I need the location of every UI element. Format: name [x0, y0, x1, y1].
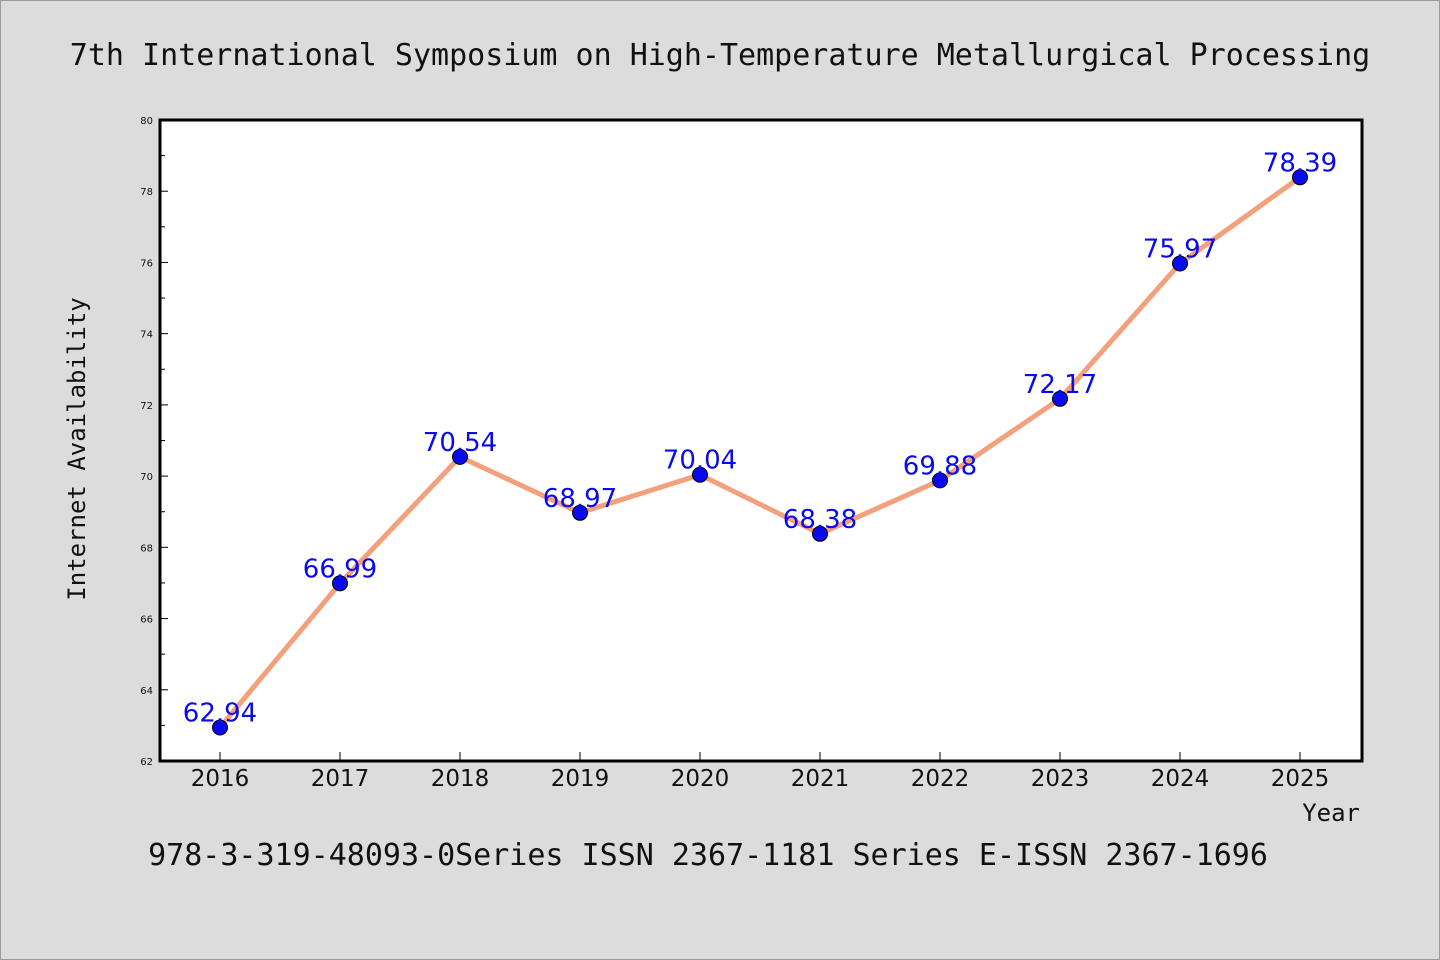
y-tick-label: 66 [140, 615, 153, 626]
data-point-2019 [572, 504, 588, 521]
x-tick-label: 2017 [311, 766, 370, 792]
data-point-2025 [1292, 169, 1308, 186]
data-label-2023: 72.17 [1023, 370, 1097, 400]
x-tick-label: 2022 [911, 766, 970, 792]
data-point-2022 [932, 472, 948, 489]
x-tick-label: 2019 [551, 766, 610, 792]
data-label-2022: 69.88 [903, 451, 977, 481]
data-label-2017: 66.99 [303, 554, 377, 584]
x-tick-label: 2024 [1151, 766, 1210, 792]
data-point-2024 [1172, 255, 1188, 272]
x-tick-label: 2016 [191, 766, 250, 792]
data-point-2023 [1052, 390, 1068, 407]
data-point-2018 [452, 448, 468, 465]
data-label-2024: 75.97 [1143, 235, 1217, 265]
data-point-2020 [692, 466, 708, 483]
y-tick-label: 72 [140, 401, 153, 412]
data-label-2018: 70.54 [423, 428, 497, 458]
x-tick-label: 2023 [1031, 766, 1090, 792]
series-line [217, 174, 1303, 730]
data-point-2017 [332, 575, 348, 592]
y-tick-label: 64 [140, 686, 153, 697]
y-axis: 62 64 66 68 70 72 74 76 78 80 [140, 116, 168, 768]
data-labels: 62.94 66.99 70.54 68.97 70.04 68.38 69.88 72.17… [183, 148, 1337, 728]
x-axis: 2016 2017 2018 2019 2020 2021 2022 2023 2024 2025 [191, 752, 1330, 792]
data-label-2025: 78.39 [1263, 148, 1337, 178]
data-point-2016 [212, 719, 228, 736]
y-tick-label: 78 [140, 187, 153, 198]
y-tick-label: 74 [140, 330, 153, 341]
series-internet-availability [212, 169, 1308, 736]
y-tick-label: 80 [140, 116, 153, 127]
plot-area [158, 118, 1364, 763]
x-axis-title: Year [1302, 799, 1360, 827]
data-label-2019: 68.97 [543, 484, 617, 514]
x-tick-label: 2020 [671, 766, 730, 792]
data-label-2020: 70.04 [663, 446, 737, 476]
x-tick-label: 2025 [1271, 766, 1330, 792]
y-tick-label: 68 [140, 543, 153, 554]
x-tick-label: 2021 [791, 766, 850, 792]
y-axis-title: Internet Availability [63, 297, 91, 600]
data-label-2021: 68.38 [783, 505, 857, 535]
y-tick-label: 76 [140, 258, 153, 269]
data-point-2021 [812, 525, 828, 542]
chart-footer: 978-3-319-48093-0Series ISSN 2367-1181 S… [148, 838, 1268, 873]
chart-title: 7th International Symposium on High-Temp… [70, 38, 1370, 73]
y-tick-label: 62 [140, 757, 153, 768]
x-tick-label: 2018 [431, 766, 490, 792]
y-tick-label: 70 [140, 472, 153, 483]
data-label-2016: 62.94 [183, 699, 257, 729]
